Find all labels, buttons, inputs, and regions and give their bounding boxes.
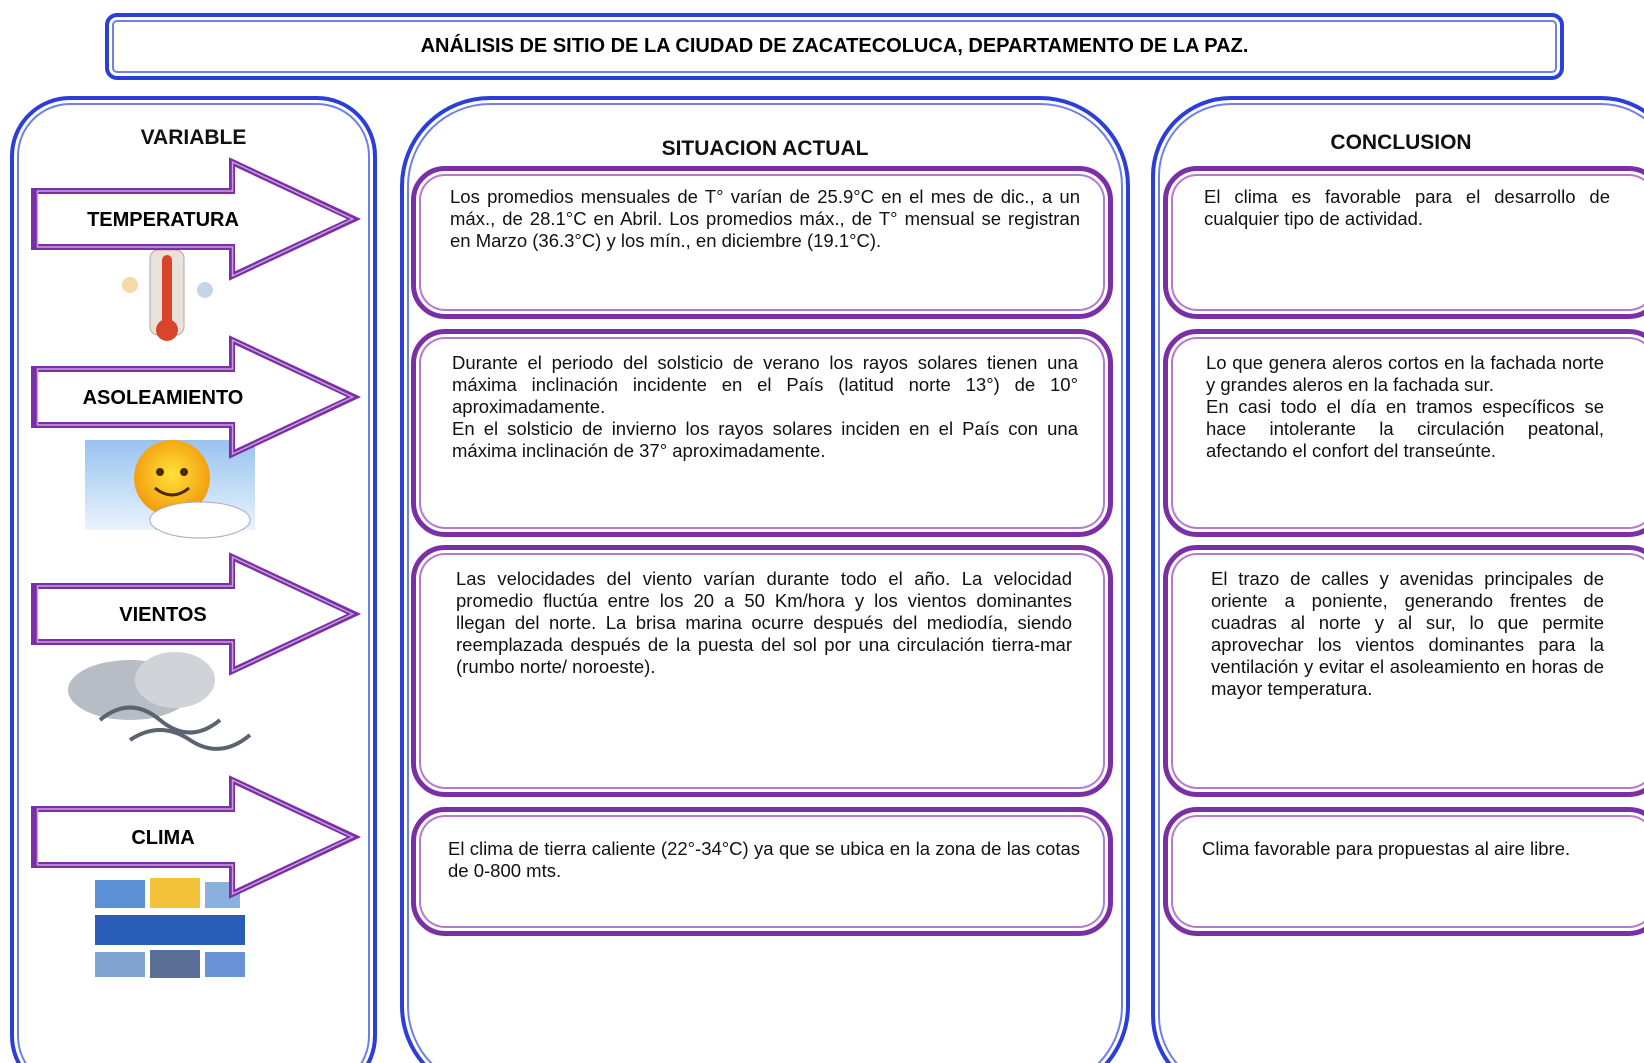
paragraph: En casi todo el día en tramos específico… [1206,396,1604,461]
weather-icons [95,878,245,978]
arrow-inner [36,555,355,673]
thermometer-icon [122,249,213,341]
situacion-box [411,545,1113,797]
conclusion-box [1163,166,1644,319]
column-heading: VARIABLE [140,126,247,149]
situacion-text: Las velocidades del viento varían durant… [456,568,1072,678]
conclusion-column [1151,96,1644,1063]
paragraph: Durante el periodo del solsticio de vera… [452,352,1078,417]
title-box: ANÁLISIS DE SITIO DE LA CIUDAD DE ZACATE… [105,13,1564,80]
arrow-inner [36,160,355,278]
conclusion-box [1163,807,1644,936]
variable-column [10,96,377,1063]
paragraph: En el solsticio de invierno los rayos so… [452,418,1078,461]
conclusion-text: Clima favorable para propuestas al aire … [1202,838,1610,860]
conclusion-box [1163,329,1644,537]
variable-label: TEMPERATURA [87,209,239,231]
title: ANÁLISIS DE SITIO DE LA CIUDAD DE ZACATE… [420,35,1249,57]
paragraph: Las velocidades del viento varían durant… [456,568,1072,677]
column-heading: SITUACION ACTUAL [661,137,869,160]
conclusion-box [1163,545,1644,797]
paragraph: El trazo de calles y avenidas principale… [1211,568,1604,699]
situacion-text: Los promedios mensuales de T° varían de … [450,186,1080,252]
conclusion-text: El clima es favorable para el desarrollo… [1204,186,1610,230]
situacion-text: El clima de tierra caliente (22°-34°C) y… [448,838,1080,882]
variable-label: VIENTOS [119,604,206,626]
variable-label: CLIMA [131,827,194,849]
paragraph: Lo que genera aleros cortos en la fachad… [1206,352,1604,395]
paragraph: El clima de tierra caliente (22°-34°C) y… [448,838,1080,881]
situacion-box [411,807,1113,936]
paragraph: Los promedios mensuales de T° varían de … [450,186,1080,251]
conclusion-text: Lo que genera aleros cortos en la fachad… [1206,352,1604,462]
paragraph: Clima favorable para propuestas al aire … [1202,838,1571,859]
conclusion-text: El trazo de calles y avenidas principale… [1211,568,1604,700]
variable-label: ASOLEAMIENTO [83,387,244,409]
paragraph: El clima es favorable para el desarrollo… [1204,186,1610,229]
situacion-box [411,329,1113,537]
arrow-inner [36,338,355,456]
situacion-box [411,166,1113,319]
sun-icon [85,440,255,539]
arrow-inner [36,778,355,896]
situacion-column [400,96,1130,1063]
wind-icon [68,652,252,751]
situacion-text: Durante el periodo del solsticio de vera… [452,352,1078,462]
column-heading: CONCLUSION [1330,131,1472,154]
